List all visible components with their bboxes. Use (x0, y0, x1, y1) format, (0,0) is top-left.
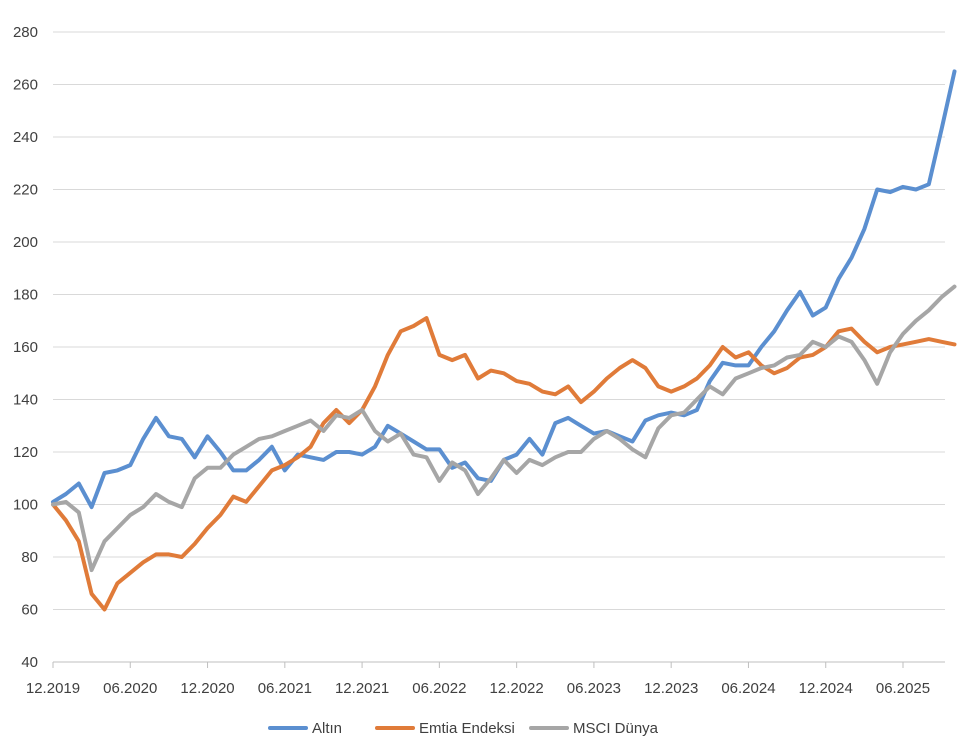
y-tick-label: 40 (21, 654, 38, 671)
y-tick-label: 100 (13, 497, 38, 514)
plot-area (51, 69, 957, 612)
series-line-1 (51, 316, 957, 612)
x-tick-label: 12.2019 (26, 680, 80, 697)
x-tick-label: 06.2024 (721, 680, 775, 697)
legend-label: Altın (312, 720, 342, 737)
x-tick-label: 12.2023 (644, 680, 698, 697)
y-tick-label: 280 (13, 24, 38, 41)
y-tick-label: 120 (13, 444, 38, 461)
x-tick-label: 12.2022 (490, 680, 544, 697)
x-tick-label: 06.2021 (258, 680, 312, 697)
x-tick-label: 06.2023 (567, 680, 621, 697)
x-axis: 12.2019 06.2020 12.2020 06.2021 12.2021 06.20… (26, 661, 945, 697)
x-tick-label: 12.2024 (799, 680, 853, 697)
x-tick-label: 12.2020 (180, 680, 234, 697)
y-tick-label: 240 (13, 129, 38, 146)
x-tick-label: 06.2022 (412, 680, 466, 697)
y-tick-label: 80 (21, 549, 38, 566)
x-tick-label: 06.2020 (103, 680, 157, 697)
legend: Altın Emtia Endeksi MSCI Dünya (268, 720, 659, 737)
y-tick-label: 160 (13, 339, 38, 356)
y-tick-label: 220 (13, 182, 38, 199)
legend-label: Emtia Endeksi (419, 720, 515, 737)
y-tick-label: 60 (21, 602, 38, 619)
y-tick-label: 140 (13, 392, 38, 409)
x-tick-label: 06.2025 (876, 680, 930, 697)
y-tick-label: 180 (13, 287, 38, 304)
y-tick-label: 200 (13, 234, 38, 251)
y-tick-label: 260 (13, 77, 38, 94)
y-gridlines (53, 31, 945, 610)
legend-label: MSCI Dünya (573, 720, 659, 737)
y-axis: 40 60 80 100 120 140 160 180 200 220 240 260 280 (13, 24, 38, 671)
x-tick-label: 12.2021 (335, 680, 389, 697)
series-line-2 (51, 284, 957, 573)
